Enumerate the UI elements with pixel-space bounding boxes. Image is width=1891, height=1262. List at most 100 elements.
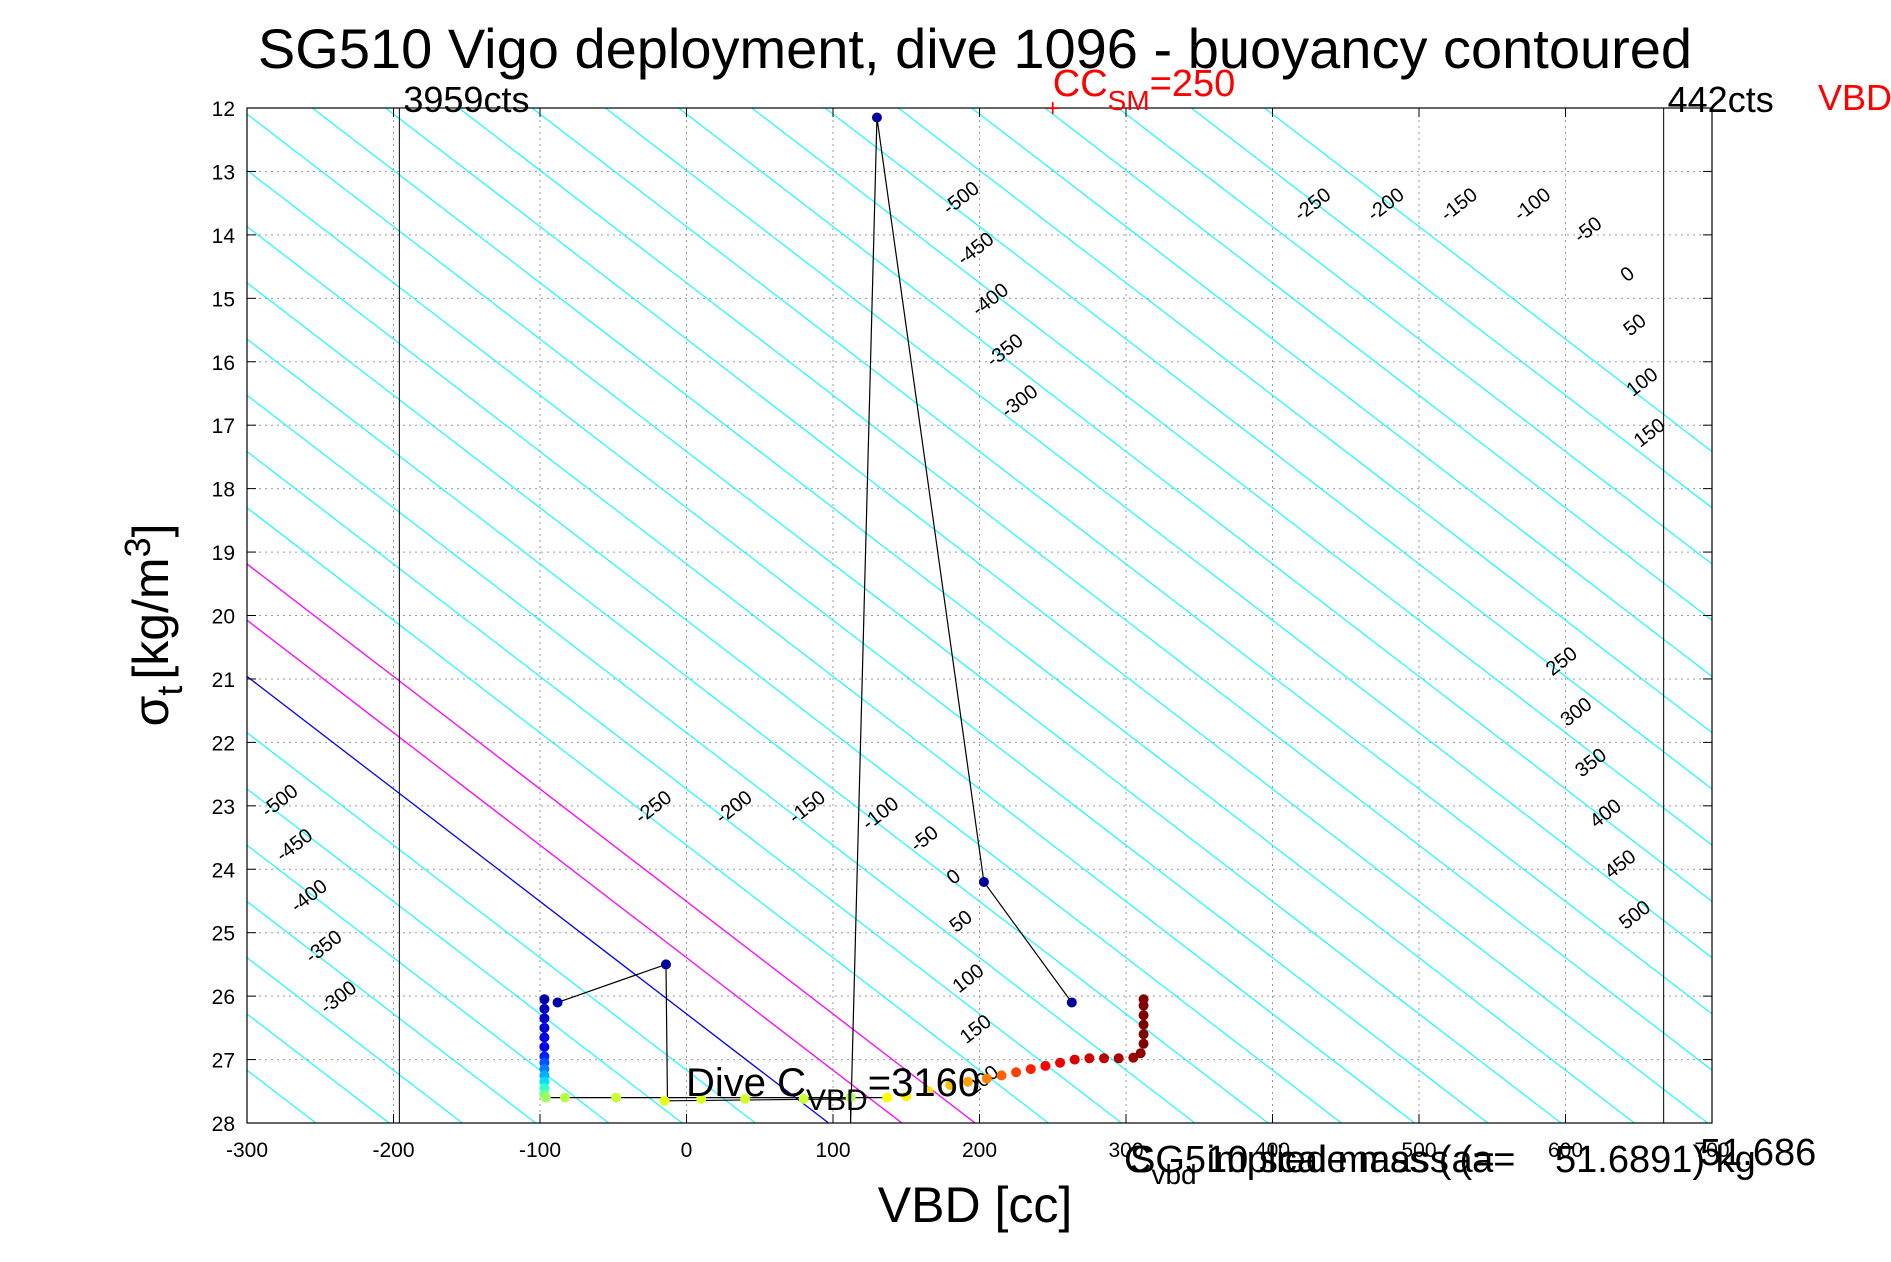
implied-mass-value: 51.686 [1700, 1132, 1816, 1174]
data-point [1128, 1052, 1139, 1063]
data-point [962, 1076, 973, 1087]
data-point [539, 1032, 550, 1043]
x-tick-label: -100 [519, 1139, 561, 1162]
contour-labels: -500-450-400-350-300-250 -200 -150 -100-500… [257, 177, 1669, 1099]
data-point [1138, 1038, 1149, 1049]
contour-line [247, 900, 536, 1123]
contour-line [898, 108, 1712, 734]
contour-line [605, 108, 1712, 959]
contour-line [247, 225, 1415, 1123]
y-axis-label-close: ] [123, 523, 179, 537]
data-point [901, 1091, 912, 1102]
data-point [1040, 1060, 1051, 1071]
contour-label: 50 [1620, 310, 1651, 341]
contour-label: -200 [1363, 184, 1408, 226]
y-axis-label-main: σ [123, 696, 179, 727]
contour-label: -500 [257, 780, 302, 822]
y-tick-label: 17 [212, 415, 235, 438]
cvbd-main: C [1124, 1139, 1151, 1181]
cvbd-sub: vbd [1151, 1159, 1196, 1190]
y-axis-label-sub: t [149, 686, 190, 696]
contour-line [0, 108, 96, 1123]
dive-cvbd-main: Dive C [686, 1061, 806, 1105]
x-axis-label: VBD [cc] [878, 1177, 1072, 1233]
data-point [696, 1093, 707, 1104]
contour-line [247, 450, 1122, 1123]
x-tick-label: 0 [681, 1139, 693, 1162]
data-point [552, 997, 563, 1008]
y-tick-label: 12 [212, 98, 235, 121]
y-axis-label-sup: 3 [117, 537, 158, 557]
dive-cvbd-sub: VBD [806, 1084, 868, 1117]
y-tick-label: 13 [212, 161, 235, 184]
data-point [1011, 1067, 1022, 1078]
vbd-limit-lines [398, 108, 1665, 1123]
scale-mass-value: 51.6891) kg [1555, 1139, 1756, 1181]
data-points [539, 112, 1149, 1106]
contour-label: 350 [1571, 744, 1611, 782]
data-point [1135, 1048, 1146, 1059]
contour-label: 300 [1557, 693, 1597, 731]
vbd-side-label: VBD [1818, 77, 1891, 118]
x-tick-label: 400 [1255, 1139, 1290, 1162]
cvbd-implied-mass: Cvbd implied mass (a= [1124, 1139, 1495, 1190]
y-tick-label: 19 [212, 542, 235, 565]
data-point [559, 1092, 570, 1103]
contour-line [247, 844, 610, 1123]
overlapping-mass-text: Cvbd implied mass (a= SG510 scale mass (a… [1124, 1132, 1816, 1190]
contour-line [0, 108, 23, 1123]
data-point [1099, 1053, 1110, 1064]
cc-sm-label-sub: SM [1108, 85, 1150, 116]
contour-line [531, 108, 1712, 1015]
buoyancy-contours [0, 108, 1712, 1123]
contour-line [1264, 108, 1712, 453]
grid-lines [247, 108, 1712, 1123]
data-point [923, 1086, 934, 1097]
y-tick-label: 18 [212, 479, 235, 502]
contour-line [1117, 108, 1712, 565]
data-point [1055, 1057, 1066, 1068]
x-tick-label: -300 [226, 1139, 268, 1162]
x-tick-label: 300 [1108, 1139, 1143, 1162]
data-point [798, 1093, 809, 1104]
y-tick-label: 27 [212, 1050, 235, 1073]
data-point [740, 1093, 751, 1104]
contour-line [247, 732, 756, 1123]
y-tick-label: 20 [212, 606, 235, 629]
chart-title: SG510 Vigo deployment, dive 1096 - buoya… [258, 17, 1692, 80]
annotations: 3959cts 442cts VBD +CCSM=250 [403, 63, 1891, 122]
data-point [1138, 1019, 1149, 1030]
cc-sm-label-tail: =250 [1150, 63, 1236, 105]
axis-ticks: -300 -200 -100 0 100 200 300 400 500 600 700121314… [212, 98, 1730, 1162]
contour-line [247, 563, 976, 1123]
contour-line [385, 108, 1708, 1123]
implied-mass-text: implied mass (a= [1207, 1139, 1495, 1181]
y-tick-label: 26 [212, 986, 235, 1009]
x-tick-label: 500 [1401, 1139, 1436, 1162]
contour-label: 100 [949, 960, 989, 998]
contour-label: 0 [943, 865, 965, 889]
contour-line [247, 1013, 390, 1123]
contour-label: 0 [1617, 262, 1639, 286]
contour-line [1191, 108, 1712, 509]
contour-label: -250 [631, 786, 676, 828]
data-point [539, 1041, 550, 1052]
contour-line [751, 108, 1712, 846]
contour-label: -50 [906, 822, 942, 857]
x-tick-label: 200 [962, 1139, 997, 1162]
contour-label: -300 [997, 380, 1042, 422]
contour-line [0, 108, 243, 1123]
data-point [945, 1079, 956, 1090]
y-tick-label: 15 [212, 288, 235, 311]
data-point [882, 1092, 893, 1103]
data-point [540, 1092, 551, 1103]
data-point [1069, 1054, 1080, 1065]
dive-trace-line [557, 117, 1073, 1123]
cc-sm-marker: + [1046, 95, 1060, 122]
contour-line [247, 675, 830, 1123]
x-tick-label: -200 [372, 1139, 414, 1162]
y-tick-label: 16 [212, 352, 235, 375]
contour-label: 100 [1622, 363, 1662, 401]
x-tick-label: 600 [1548, 1139, 1583, 1162]
y-tick-label: 21 [212, 669, 235, 692]
